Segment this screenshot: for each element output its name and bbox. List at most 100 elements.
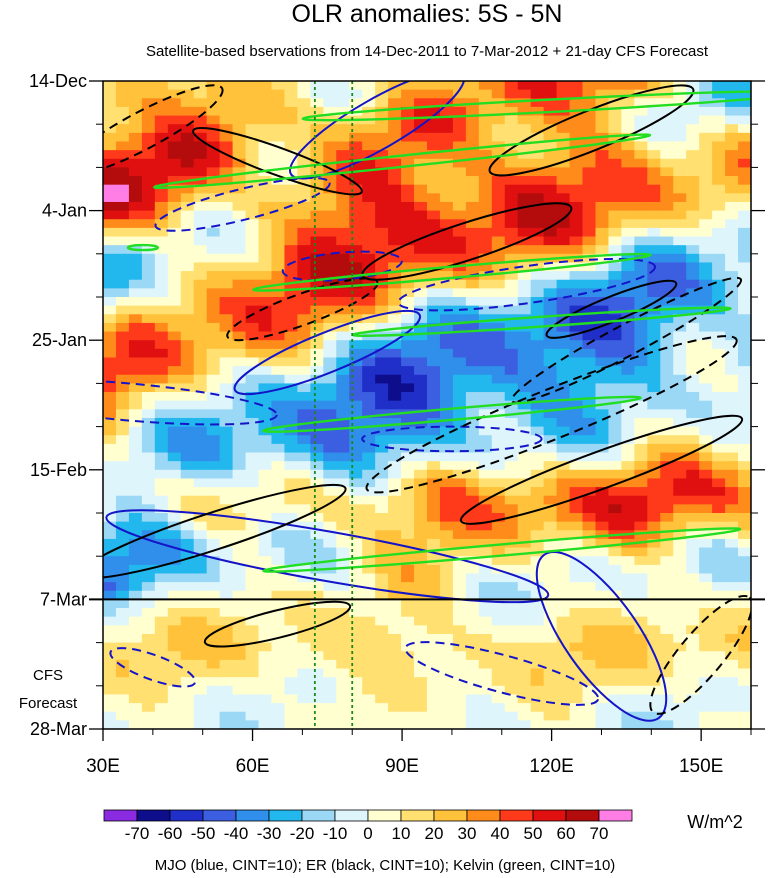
mjo-contour [397, 257, 657, 312]
heatmap-cell [621, 132, 635, 143]
heatmap-cell [686, 633, 700, 644]
heatmap-cell [128, 651, 143, 661]
heatmap-cell [427, 538, 441, 549]
heatmap-cell [595, 98, 610, 108]
heatmap-cell [180, 504, 195, 514]
heatmap-cell [725, 495, 739, 505]
heatmap-cell [401, 279, 415, 289]
heatmap-cell [621, 590, 635, 600]
heatmap-cell [336, 227, 350, 238]
heatmap-cell [128, 331, 143, 341]
heatmap-cell [517, 184, 532, 194]
heatmap-cell [673, 694, 687, 704]
heatmap-cell [349, 279, 363, 289]
heatmap-cell [323, 677, 337, 687]
heatmap-cell [556, 132, 571, 143]
heatmap-cell [193, 262, 208, 272]
heatmap-cell [660, 314, 674, 324]
heatmap-cell [206, 271, 221, 281]
heatmap-cell [219, 201, 234, 212]
heatmap-cell [115, 461, 130, 471]
heatmap-cell [193, 487, 208, 497]
heatmap-cell [556, 625, 571, 635]
heatmap-cell [323, 582, 337, 592]
heatmap-cell [349, 210, 363, 220]
heatmap-cell [154, 547, 169, 557]
heatmap-cell [349, 703, 363, 713]
heatmap-cell [634, 288, 648, 298]
heatmap-cell [336, 633, 350, 644]
heatmap-cell [193, 685, 208, 696]
heatmap-cell [414, 81, 428, 91]
heatmap-cell [336, 720, 350, 729]
heatmap-cell [284, 141, 298, 151]
heatmap-cell [738, 564, 751, 575]
heatmap-cell [712, 348, 726, 359]
heatmap-cell [206, 659, 221, 670]
heatmap-cell [401, 219, 415, 229]
heatmap-cell [375, 81, 389, 91]
heatmap-cell [336, 400, 350, 410]
heatmap-cell [103, 703, 117, 713]
heatmap-cell [556, 271, 571, 281]
heatmap-cell [530, 124, 545, 134]
heatmap-cell [465, 487, 480, 497]
heatmap-cell [258, 400, 273, 410]
heatmap-cell [128, 461, 143, 471]
heatmap-cell [543, 245, 558, 255]
heatmap-cell [115, 193, 130, 203]
heatmap-cell [517, 478, 532, 488]
heatmap-cell [478, 417, 493, 428]
heatmap-cell [219, 616, 234, 626]
heatmap-cell [206, 236, 221, 246]
heatmap-cell [660, 271, 674, 281]
heatmap-cell [206, 435, 221, 445]
colorbar-swatch [499, 809, 534, 822]
heatmap-cell [401, 599, 415, 609]
heatmap-cell [193, 106, 208, 117]
heatmap-cell [556, 469, 571, 480]
heatmap-cell [193, 288, 208, 298]
heatmap-cell [128, 279, 143, 289]
heatmap-cell [349, 720, 363, 729]
heatmap-cell [738, 651, 751, 661]
heatmap-cell [128, 201, 143, 212]
heatmap-cell [284, 608, 298, 618]
heatmap-cell [465, 573, 480, 583]
heatmap-cell [103, 668, 117, 678]
heatmap-cell [543, 201, 558, 212]
heatmap-cell [115, 703, 130, 713]
heatmap-cell [388, 651, 402, 661]
heatmap-cell [634, 642, 648, 652]
heatmap-cell [193, 608, 208, 618]
heatmap-cell [362, 694, 376, 704]
heatmap-cell [414, 668, 428, 678]
heatmap-cell [673, 245, 687, 255]
heatmap-cell [595, 348, 610, 359]
heatmap-cell [128, 573, 143, 583]
heatmap-cell [556, 452, 571, 462]
heatmap-cell [725, 331, 739, 341]
heatmap-cell [180, 141, 195, 151]
heatmap-cell [517, 513, 532, 523]
heatmap-cell [543, 426, 558, 436]
heatmap-cell [504, 89, 519, 99]
heatmap-cell [245, 262, 260, 272]
heatmap-cell [310, 132, 324, 143]
heatmap-cell [491, 530, 506, 540]
heatmap-cell [660, 469, 674, 480]
heatmap-cell [349, 132, 363, 143]
heatmap-cell [478, 513, 493, 523]
heatmap-cell [115, 236, 130, 246]
heatmap-cell [401, 703, 415, 713]
heatmap-cell [465, 236, 480, 246]
heatmap-cell [284, 392, 298, 402]
heatmap-cell [478, 461, 493, 471]
heatmap-cell [323, 400, 337, 410]
heatmap-cell [660, 495, 674, 505]
heatmap-cell [336, 98, 350, 108]
heatmap-cell [375, 132, 389, 143]
heatmap-cell [297, 150, 311, 160]
heatmap-cell [232, 279, 247, 289]
heatmap-cell [504, 201, 519, 212]
